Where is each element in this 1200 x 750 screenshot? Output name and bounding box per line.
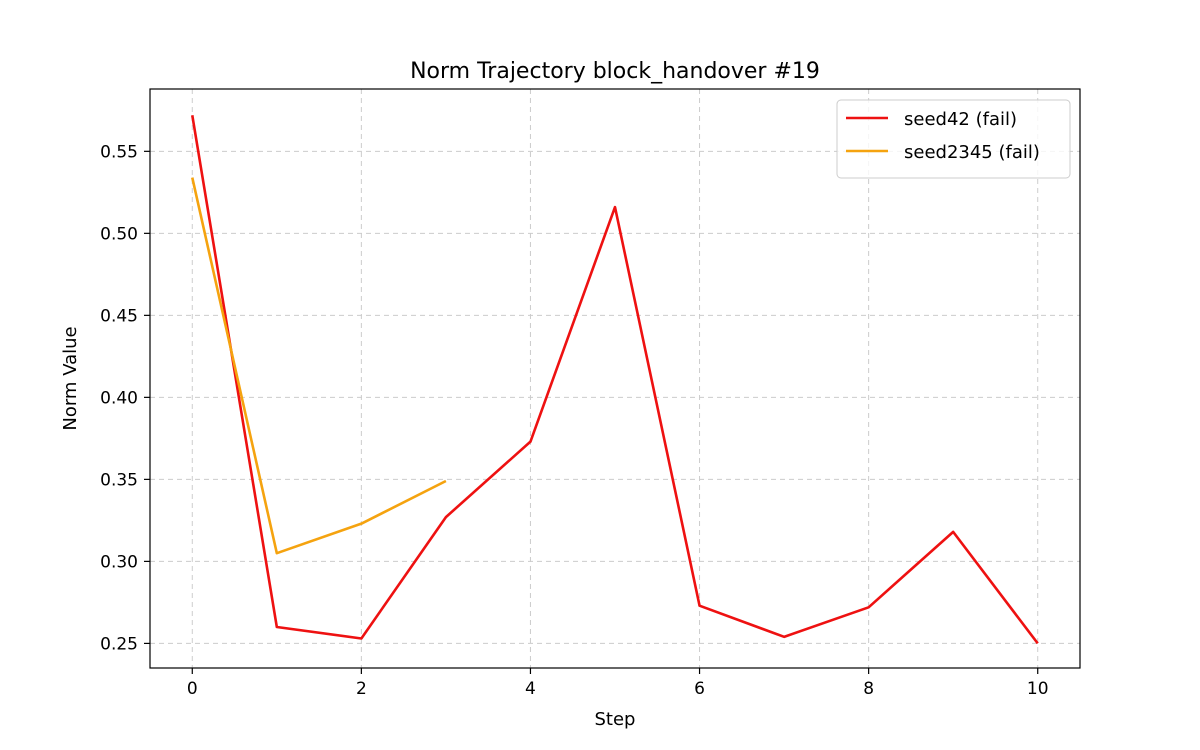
x-tick-label: 8 xyxy=(863,679,874,699)
y-axis-label: Norm Value xyxy=(60,326,81,430)
legend: seed42 (fail) seed2345 (fail) xyxy=(836,99,1071,179)
y-tick-label: 0.45 xyxy=(100,306,138,326)
y-tick-label: 0.25 xyxy=(100,634,138,654)
x-tick-label: 0 xyxy=(187,679,198,699)
chart-title: Norm Trajectory block_handover #19 xyxy=(410,59,820,84)
axis-ticks: 0 2 4 6 8 10 0.25 0.30 0.35 0.40 0.45 0.50 0.55 xyxy=(100,142,1048,699)
y-tick-label: 0.50 xyxy=(100,224,138,244)
x-tick-label: 4 xyxy=(525,679,536,699)
legend-label-0: seed42 (fail) xyxy=(904,109,1017,130)
series-lines xyxy=(190,115,1039,645)
x-tick-label: 2 xyxy=(356,679,367,699)
grid xyxy=(150,89,1080,668)
x-axis-label: Step xyxy=(595,709,636,730)
y-tick-label: 0.35 xyxy=(100,470,138,490)
plot-frame xyxy=(149,88,1081,669)
legend-box xyxy=(836,99,1071,179)
y-tick-label: 0.40 xyxy=(100,388,138,408)
series-line-0 xyxy=(190,115,1039,645)
y-tick-label: 0.30 xyxy=(100,552,138,572)
x-tick-label: 6 xyxy=(694,679,705,699)
legend-label-1: seed2345 (fail) xyxy=(904,142,1040,163)
x-tick-label: 10 xyxy=(1027,679,1049,699)
y-tick-label: 0.55 xyxy=(100,142,138,162)
series-line-1 xyxy=(191,177,447,555)
